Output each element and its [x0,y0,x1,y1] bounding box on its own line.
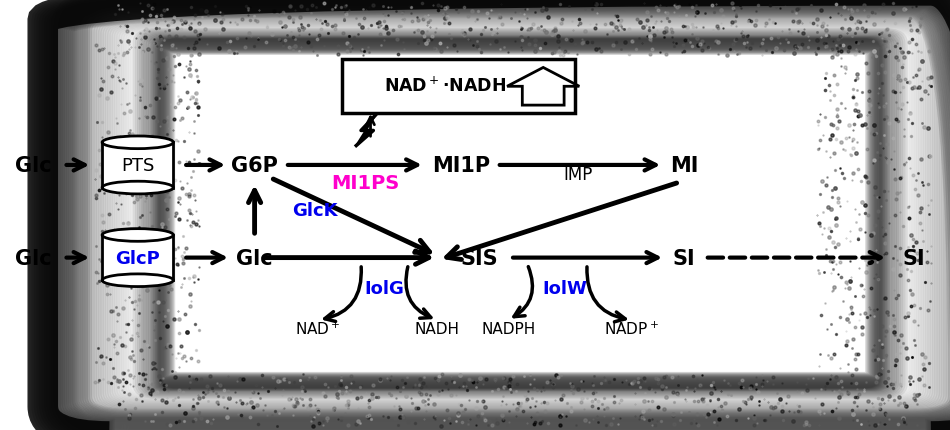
Text: MI: MI [670,156,698,175]
Ellipse shape [103,137,173,149]
Polygon shape [507,68,580,106]
Text: IolW: IolW [542,279,588,297]
Text: PTS: PTS [121,157,155,175]
Text: GlcK: GlcK [292,202,337,220]
Text: NAD$^+$·NADH: NAD$^+$·NADH [384,77,506,96]
Text: Glc: Glc [237,248,273,268]
Text: MI1PS: MI1PS [332,173,400,192]
Text: IolG: IolG [365,279,405,297]
FancyBboxPatch shape [102,143,173,188]
Text: SI: SI [673,248,695,268]
Ellipse shape [103,229,173,242]
Text: G6P: G6P [231,156,278,175]
Text: MI1P: MI1P [431,156,490,175]
Text: NAD$^+$: NAD$^+$ [295,320,341,338]
Ellipse shape [103,182,173,194]
Ellipse shape [103,274,173,287]
Text: Glc: Glc [15,156,51,175]
Text: GlcP: GlcP [115,249,161,267]
Polygon shape [356,116,375,146]
Text: SI: SI [902,248,925,268]
Text: Glc: Glc [15,248,51,268]
FancyBboxPatch shape [43,0,950,430]
FancyBboxPatch shape [342,60,575,114]
Text: NADP$^+$: NADP$^+$ [604,320,659,338]
FancyBboxPatch shape [102,236,173,281]
Text: NADPH: NADPH [481,322,536,336]
Text: IMP: IMP [563,165,592,183]
Text: SIS: SIS [461,248,499,268]
Text: NADH: NADH [414,322,460,336]
